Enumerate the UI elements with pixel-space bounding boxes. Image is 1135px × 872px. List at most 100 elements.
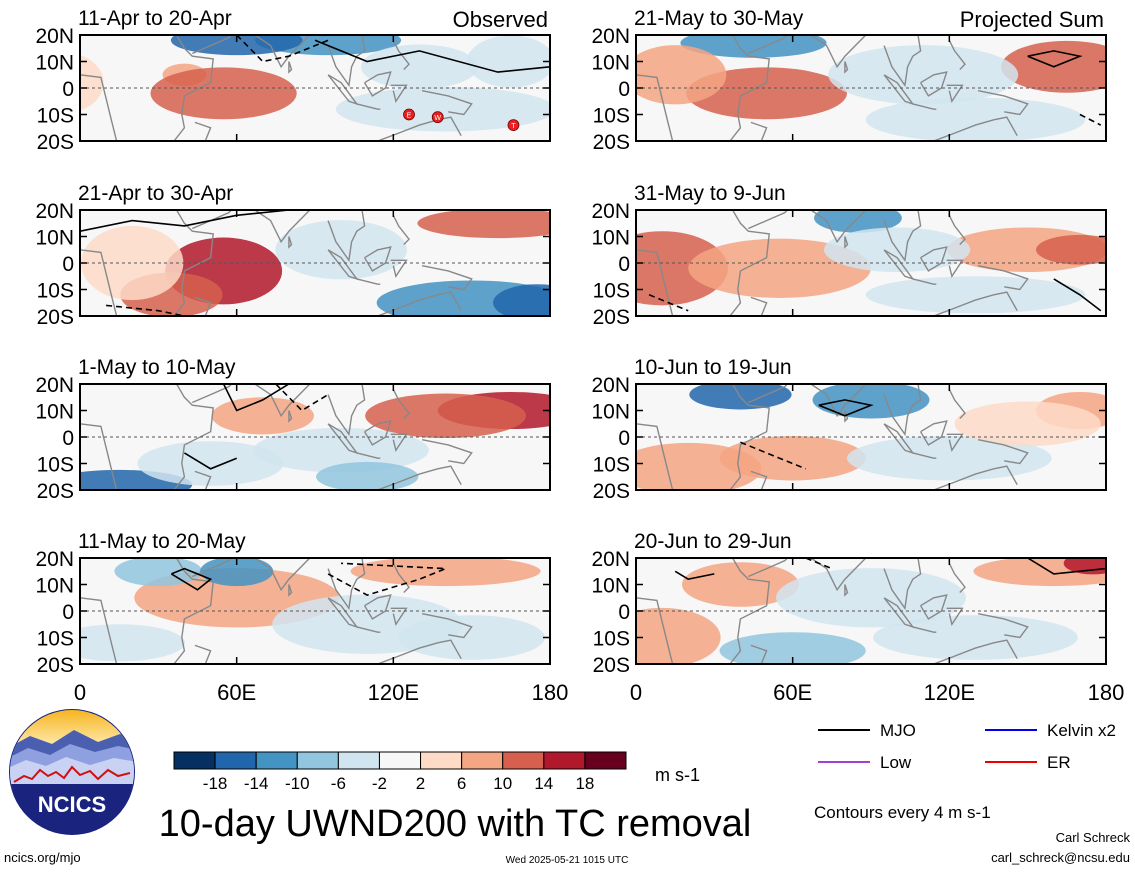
map-panel: 21-May to 30-May Projected Sum 20N 10N 0 10S 2… xyxy=(591,7,1107,154)
panel-grid: E W T 11-Apr to 20-Apr Observed 20N 10N 0 10S 20S… xyxy=(35,7,1125,705)
anomaly-area xyxy=(681,562,799,607)
coastline xyxy=(883,558,922,611)
lat-tick-label: 20N xyxy=(591,548,630,571)
lat-tick-label: 0 xyxy=(62,427,74,450)
anomaly-area xyxy=(493,284,550,316)
lat-tick-label: 10N xyxy=(35,401,74,424)
coastline xyxy=(192,35,232,55)
lat-tick-label: 20N xyxy=(35,374,74,397)
coastline xyxy=(912,103,937,110)
coastline xyxy=(421,613,473,639)
anomaly-area xyxy=(973,558,1106,587)
coastline xyxy=(750,121,768,141)
anomaly-area xyxy=(365,393,526,439)
anomaly-area xyxy=(350,558,541,587)
lon-tick-label: 180 xyxy=(1088,680,1125,705)
coastline xyxy=(919,594,948,620)
colorbar-tick-label: -14 xyxy=(244,774,269,793)
anomaly-area xyxy=(360,44,478,90)
panel-title: 21-Apr to 30-Apr xyxy=(78,182,233,205)
colorbar-box xyxy=(461,751,504,770)
coastline xyxy=(948,562,966,593)
anomaly-area xyxy=(636,231,728,306)
anomaly-area xyxy=(80,54,104,111)
coastline xyxy=(194,121,212,141)
lon-tick-label: 120E xyxy=(368,680,419,705)
mjo-contour xyxy=(222,384,290,412)
lat-tick-label: 20S xyxy=(37,654,74,677)
coastline xyxy=(392,39,410,70)
coastline xyxy=(946,433,964,453)
anomaly-area xyxy=(954,401,1101,447)
coastline xyxy=(80,384,118,490)
coastline xyxy=(912,278,937,285)
mjo-contour xyxy=(648,294,689,312)
coastline xyxy=(392,214,410,245)
coastline xyxy=(194,296,212,316)
anomaly-area xyxy=(828,45,1019,105)
colorbar-tick-label: -10 xyxy=(285,774,310,793)
coastline xyxy=(327,558,366,611)
lat-tick-label: 10S xyxy=(593,280,630,303)
coastline xyxy=(327,210,366,263)
mjo-contour xyxy=(1027,558,1106,575)
lon-tick-label: 0 xyxy=(74,680,86,705)
coastline xyxy=(377,639,462,664)
colorbar-tick-label: 6 xyxy=(457,774,466,793)
coastline xyxy=(729,558,770,664)
anomaly-area xyxy=(775,568,967,628)
coastline xyxy=(356,103,381,110)
coastline xyxy=(748,558,788,578)
coastline xyxy=(729,210,770,316)
coastline xyxy=(883,384,922,437)
coastline xyxy=(883,210,922,263)
coastline xyxy=(933,465,1018,490)
colorbar-box xyxy=(255,751,298,770)
coastline xyxy=(173,35,214,141)
coastline xyxy=(946,259,964,279)
lat-tick-label: 20N xyxy=(591,200,630,223)
lat-tick-label: 0 xyxy=(62,253,74,276)
lat-tick-label: 10S xyxy=(37,628,74,651)
column-header: Projected Sum xyxy=(960,7,1104,32)
coastline xyxy=(288,410,293,423)
lat-tick-label: 10N xyxy=(35,227,74,250)
lat-tick-label: 10S xyxy=(593,454,630,477)
lat-tick-label: 0 xyxy=(618,78,630,101)
anomaly-area xyxy=(719,435,866,481)
colorbar-box xyxy=(214,751,257,770)
coastline xyxy=(810,35,867,69)
footer-website: ncics.org/mjo xyxy=(4,850,81,865)
mjo-contour xyxy=(183,452,238,470)
coastline xyxy=(390,607,408,627)
anomaly-area xyxy=(1001,40,1106,93)
coastline xyxy=(363,71,392,97)
coastline xyxy=(948,388,966,419)
lat-tick-label: 0 xyxy=(62,78,74,101)
coastline xyxy=(377,291,462,316)
logo-text: NCICS xyxy=(38,792,106,817)
lat-tick-label: 10N xyxy=(35,52,74,75)
coastline xyxy=(392,562,410,593)
coastline xyxy=(844,236,849,249)
colorbar-tick-label: -6 xyxy=(331,774,346,793)
lat-tick-label: 20N xyxy=(591,374,630,397)
coastline xyxy=(919,71,948,97)
colorbar-units: m s-1 xyxy=(655,765,700,785)
lat-tick-label: 0 xyxy=(618,253,630,276)
coastline xyxy=(748,35,788,55)
lat-tick-label: 20S xyxy=(593,480,630,503)
coastline xyxy=(946,84,964,104)
lon-tick-label: 60E xyxy=(773,680,812,705)
coastline xyxy=(948,39,966,70)
coastline xyxy=(977,90,1029,116)
anomaly-area xyxy=(80,624,185,662)
coastline xyxy=(948,214,966,245)
coastline xyxy=(288,236,293,249)
coastline xyxy=(636,210,674,316)
colorbar-tick-label: 2 xyxy=(416,774,425,793)
